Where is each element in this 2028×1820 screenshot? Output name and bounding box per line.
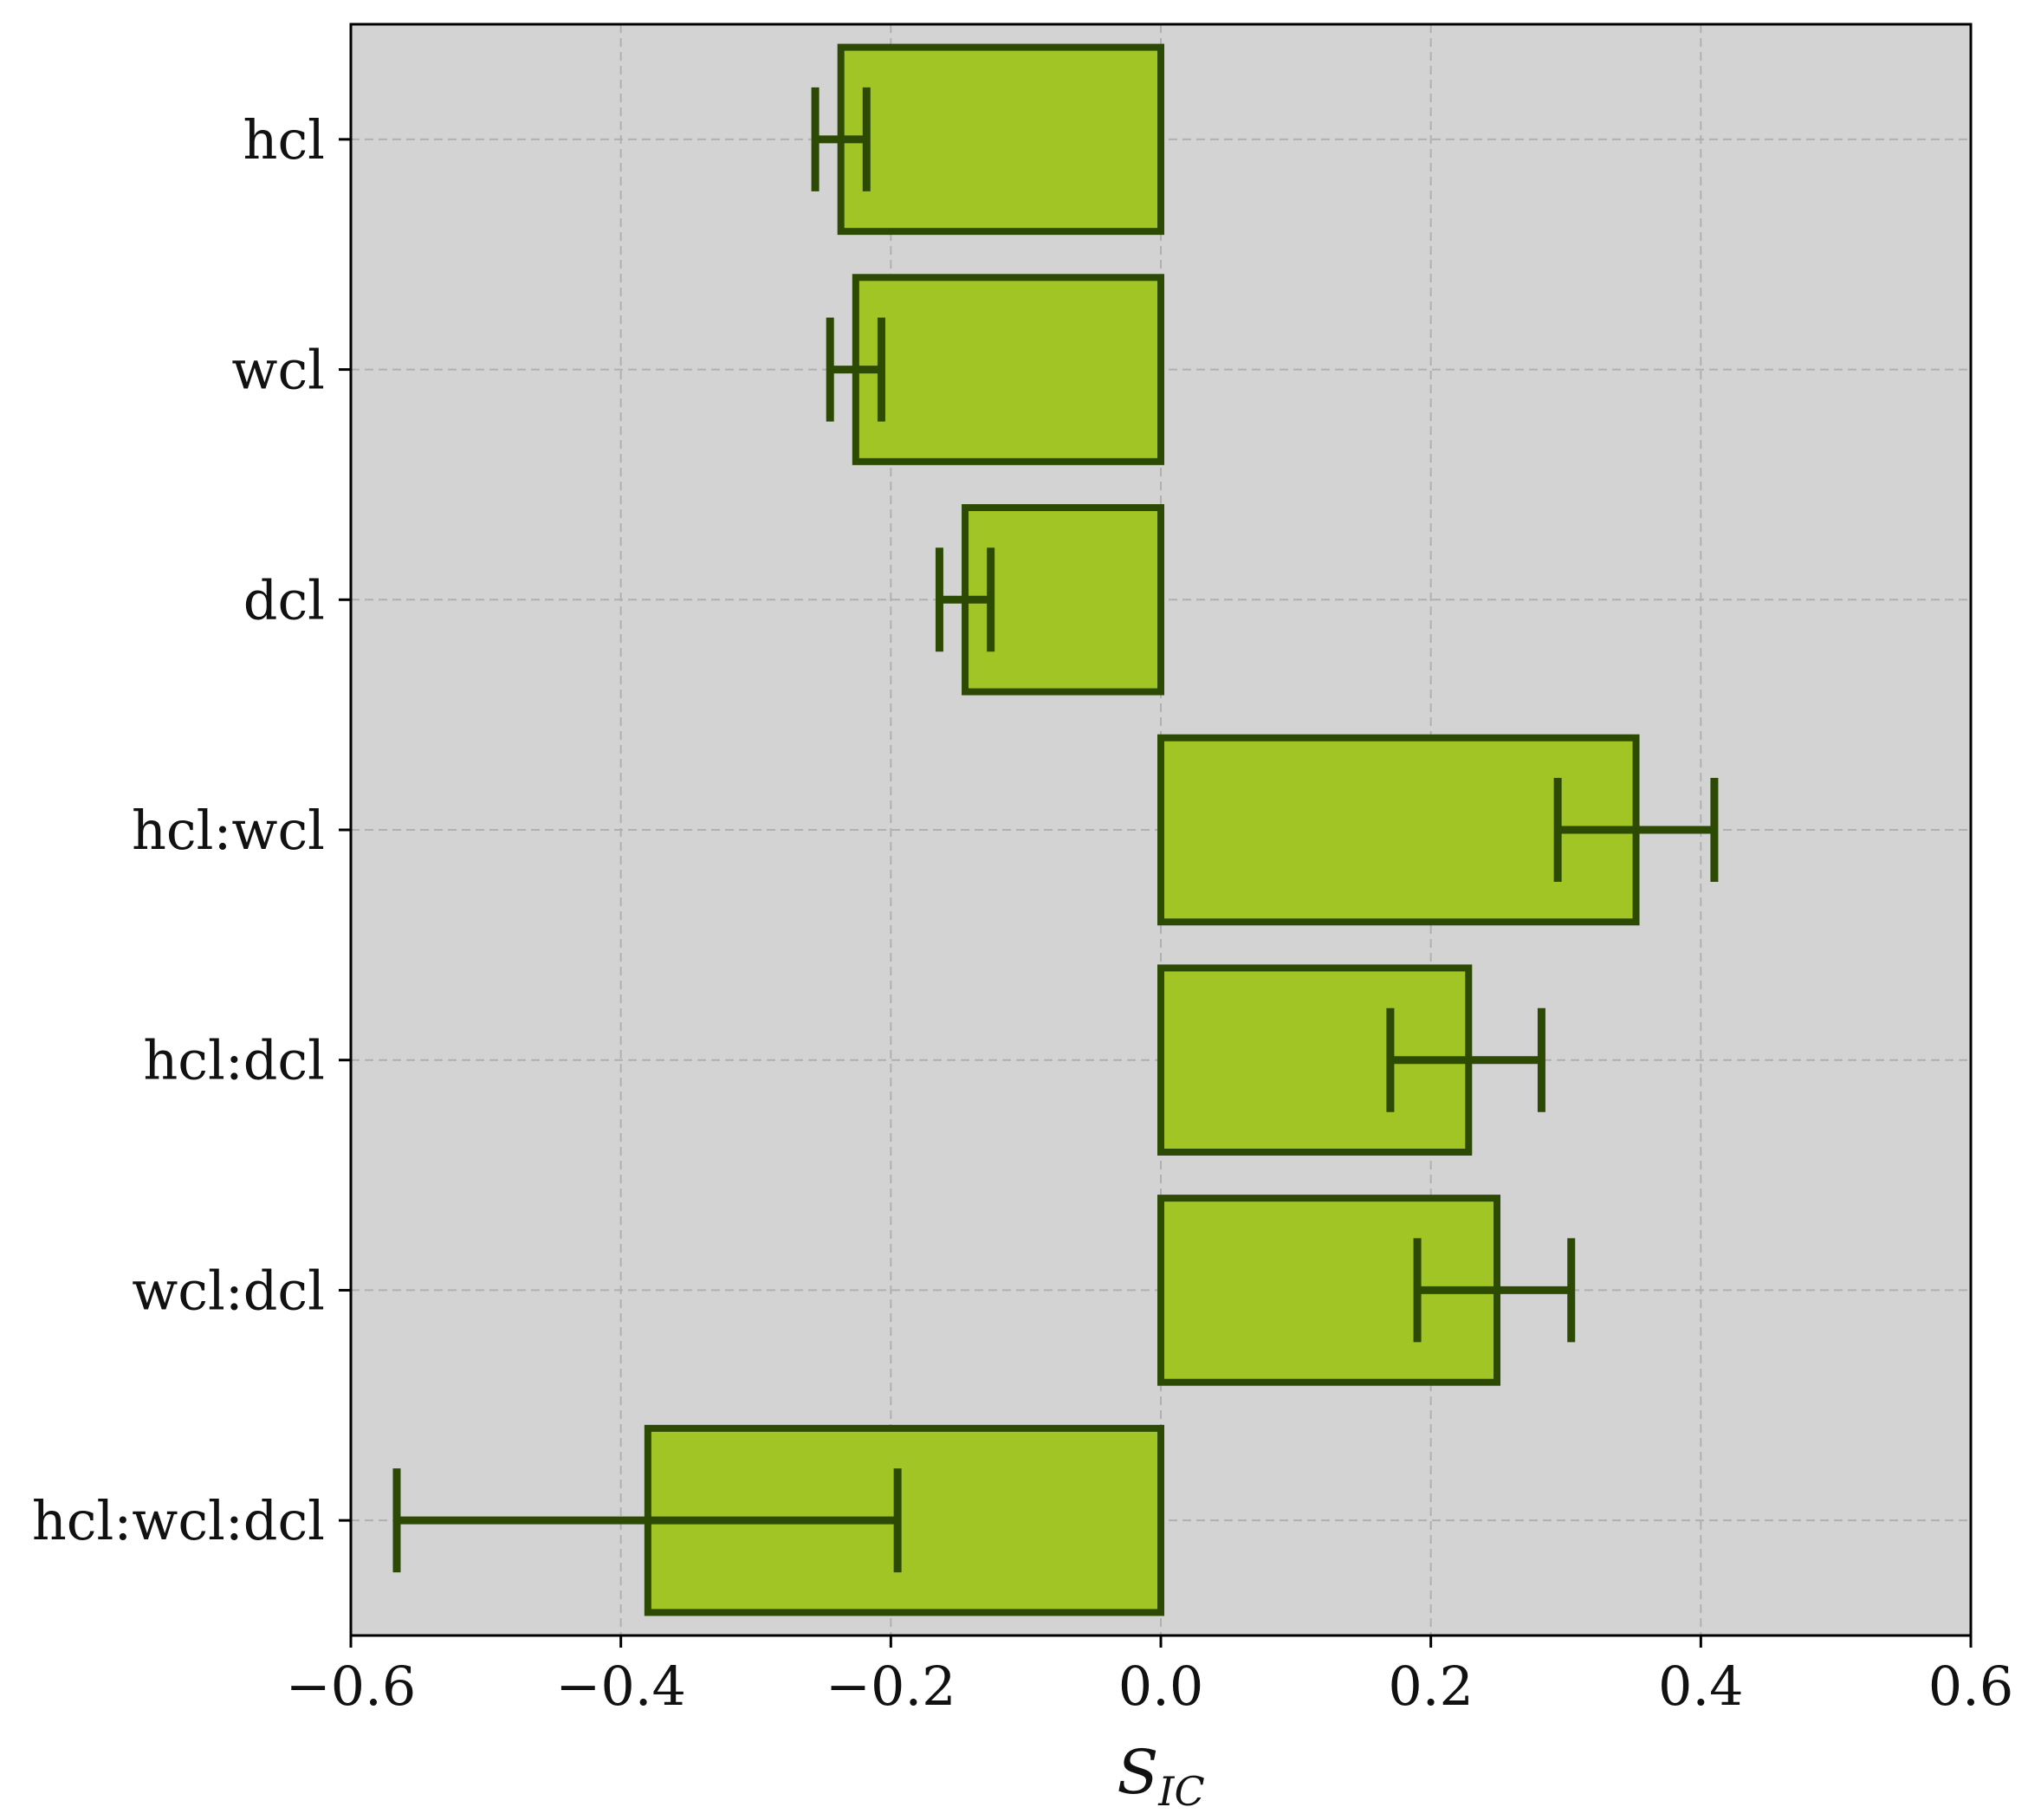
error-bars [392, 87, 1719, 1573]
x-axis: −0.6 −0.4 −0.2 0.0 0.2 0.4 0.6 [286, 1635, 2014, 1718]
y-tick-label: hcl:wcl:dcl [32, 1489, 325, 1552]
bar [852, 274, 1164, 465]
y-tick-label: dcl [243, 568, 325, 631]
y-tick-label: hcl:dcl [143, 1029, 325, 1092]
y-tick-label: hcl [243, 108, 325, 172]
x-tick-label: −0.6 [286, 1655, 417, 1718]
y-tick-label: wcl [231, 339, 325, 402]
y-axis: hcl wcl dcl hcl:wcl hcl:dcl wcl:dcl hcl:wcl:dc… [32, 108, 351, 1552]
bar [962, 504, 1164, 696]
x-tick-label: 0.0 [1118, 1655, 1204, 1718]
x-axis-label-subscript: IC [1157, 1768, 1204, 1815]
bar [837, 43, 1164, 236]
y-tick-label: wcl:dcl [132, 1259, 325, 1322]
x-tick-label: 0.6 [1928, 1655, 2014, 1718]
x-tick-label: −0.2 [826, 1655, 956, 1718]
y-tick-label: hcl:wcl [132, 799, 325, 862]
x-tick-label: −0.4 [555, 1655, 686, 1718]
x-tick-label: 0.4 [1658, 1655, 1744, 1718]
x-tick-label: 0.2 [1388, 1655, 1474, 1718]
x-axis-label: SIC [1117, 1737, 1204, 1815]
x-axis-label-main: S [1117, 1737, 1158, 1808]
